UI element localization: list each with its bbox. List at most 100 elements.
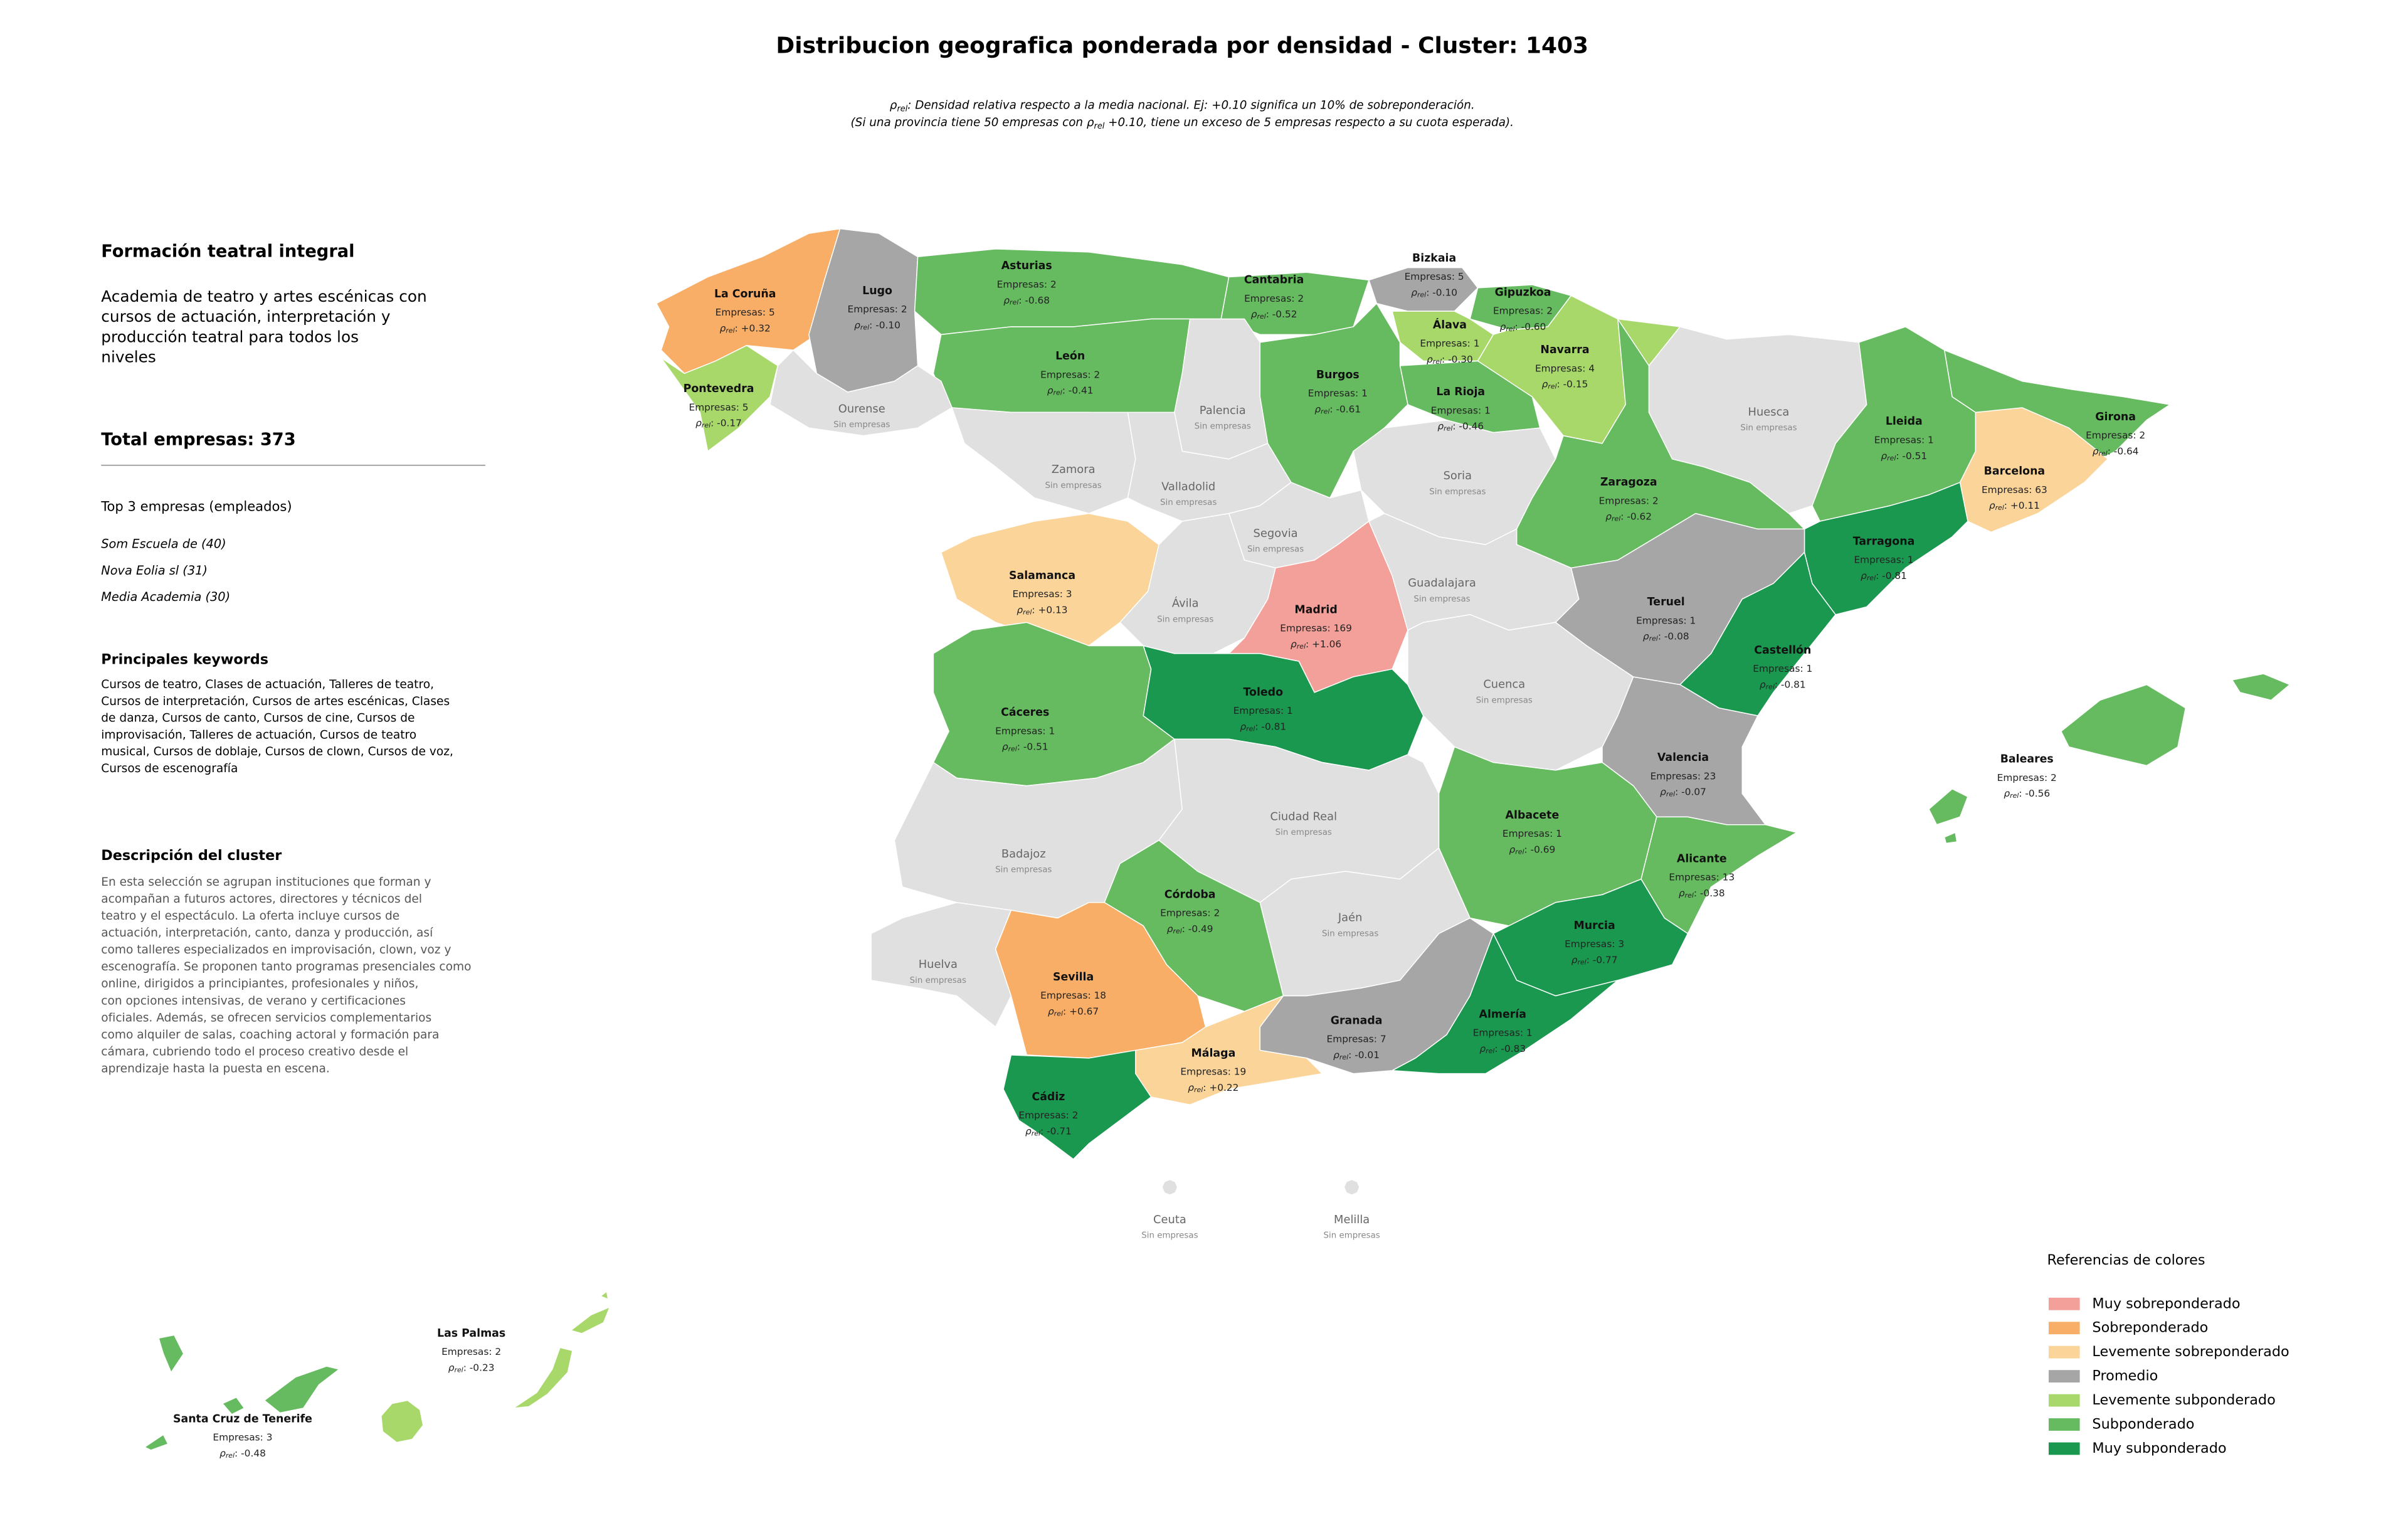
province-name: Badajoz (1001, 847, 1046, 861)
rho-separator: : (1524, 844, 1530, 855)
province-count: Empresas: 3 (213, 1432, 272, 1443)
rho-separator: : (1032, 604, 1038, 615)
rho-value: -0.49 (1188, 923, 1213, 934)
rho-subscript: rel (1649, 635, 1658, 643)
province-rho: ρrel: -0.81 (1240, 721, 1286, 733)
rho-subscript: rel (1246, 724, 1255, 733)
rho-symbol: ρ (1643, 630, 1649, 642)
sidebar-line: producción teatral para todos los (101, 327, 359, 346)
rho-subscript: rel (1297, 642, 1306, 650)
sidebar-line: musical, Cursos de doblaje, Cursos de cl… (101, 745, 453, 758)
rho-symbol: ρ (1167, 923, 1173, 934)
title: Distribucion geografica ponderada por de… (776, 33, 1588, 58)
province-rho: ρrel: +1.06 (1291, 638, 1341, 650)
province-shape (570, 1306, 611, 1334)
no-data-label: Sin empresas (910, 976, 966, 985)
province-count: Empresas: 3 (1565, 938, 1624, 950)
no-data-label: Sin empresas (1322, 929, 1378, 938)
province-shape (1343, 1179, 1360, 1196)
province-name: Cáceres (1001, 706, 1049, 719)
rho-value: -0.71 (1047, 1125, 1072, 1137)
rho-separator: : (1620, 511, 1627, 522)
rho-value: -0.30 (1448, 354, 1473, 365)
rho-value: -0.10 (1432, 287, 1457, 298)
province-rho: ρrel: -0.69 (1509, 844, 1556, 856)
province-name: Ourense (838, 402, 885, 415)
province-shape (1003, 1049, 1152, 1160)
legend-label: Levemente subponderado (2092, 1392, 2275, 1408)
description-title: Descripción del cluster (101, 847, 282, 864)
rho-value: -0.69 (1531, 844, 1556, 855)
province-rho: ρrel: -0.08 (1643, 630, 1689, 642)
sidebar-line: Cursos de teatro, Clases de actuación, T… (101, 678, 434, 691)
sidebar-line: con opciones intensivas, de verano y cer… (101, 994, 406, 1007)
province-count: Empresas: 4 (1535, 363, 1595, 374)
province-shape (2061, 684, 2187, 767)
province-count: Empresas: 2 (1018, 1110, 1078, 1121)
province-count: Empresas: 5 (716, 307, 775, 318)
rho-subscript: rel (1515, 847, 1524, 856)
province-count: Empresas: 169 (1280, 623, 1352, 634)
rho-value: +1.06 (1312, 638, 1341, 649)
province-count: Empresas: 1 (1854, 554, 1913, 566)
legend-swatch (2048, 1322, 2080, 1335)
province-rho: ρrel: -0.49 (1167, 923, 1213, 935)
rho-separator: : (1452, 420, 1459, 432)
province-rho: ρrel: -0.56 (2004, 788, 2050, 800)
no-data-label: Sin empresas (1324, 1231, 1380, 1241)
province-name: Teruel (1647, 596, 1685, 608)
province-name: Castellón (1754, 644, 1811, 657)
keywords-title: Principales keywords (101, 651, 268, 667)
province-name: Ciudad Real (1270, 810, 1337, 823)
province-shape (1368, 267, 1479, 312)
province-rho: ρrel: -0.83 (1479, 1043, 1526, 1054)
rho-symbol: ρ (890, 99, 897, 112)
no-data-label: Sin empresas (1413, 595, 1470, 604)
sidebar-line: oficiales. Además, se ofrecen servicios … (101, 1011, 431, 1024)
rho-symbol: ρ (1291, 638, 1297, 649)
province-count: Empresas: 1 (1502, 828, 1562, 839)
rho-value: -0.60 (1521, 321, 1546, 332)
rho-separator: : (2108, 445, 2114, 457)
rho-separator: : (869, 319, 875, 331)
province-rho: ρrel: -0.81 (1861, 570, 1907, 581)
province-shape (144, 1434, 169, 1451)
no-data-label: Sin empresas (1160, 498, 1217, 507)
rho-subscript: rel (1054, 389, 1062, 397)
province-name: Zaragoza (1600, 476, 1657, 489)
province-rho: ρrel: -0.81 (1760, 679, 1806, 691)
rho-value: -0.51 (1023, 741, 1048, 752)
rho-separator: : (1557, 378, 1563, 390)
rho-value: -0.81 (1882, 570, 1907, 581)
rho-subscript: rel (1257, 312, 1265, 321)
rho-value: -0.52 (1272, 309, 1297, 320)
province-shape (599, 1291, 609, 1300)
province-name: Granada (1331, 1014, 1383, 1027)
rho-subscript: rel (1548, 383, 1556, 391)
province-shape (1391, 933, 1619, 1074)
rho-subscript: rel (1023, 608, 1032, 616)
rho-symbol: ρ (1679, 887, 1685, 898)
rho-separator: : (1348, 1049, 1354, 1060)
province-name: Ceuta (1153, 1213, 1186, 1226)
rho-subscript: rel (1054, 1009, 1063, 1017)
province-count: Empresas: 2 (1244, 293, 1304, 304)
rho-symbol: ρ (1479, 1043, 1486, 1054)
province-rho: ρrel: -0.01 (1333, 1049, 1380, 1061)
rho-separator: : (1062, 385, 1069, 396)
province-rho: ρrel: +0.32 (720, 322, 771, 334)
rho-separator: : (235, 1447, 241, 1458)
no-data-label: Sin empresas (1429, 487, 1486, 497)
province-count: Empresas: 2 (1160, 908, 1220, 919)
no-data-label: Sin empresas (833, 420, 890, 430)
rho-value: -0.38 (1700, 887, 1725, 898)
province-count: Empresas: 1 (1420, 338, 1479, 349)
province-count: Empresas: 2 (848, 304, 907, 315)
province-name: Bizkaia (1412, 252, 1456, 265)
sidebar-line: Som Escuela de (40) (101, 537, 226, 551)
rho-subscript: rel (1433, 358, 1442, 366)
rho-separator: : (1694, 887, 1700, 898)
province-name: Salamanca (1009, 570, 1075, 582)
rho-separator: : (1658, 630, 1664, 642)
